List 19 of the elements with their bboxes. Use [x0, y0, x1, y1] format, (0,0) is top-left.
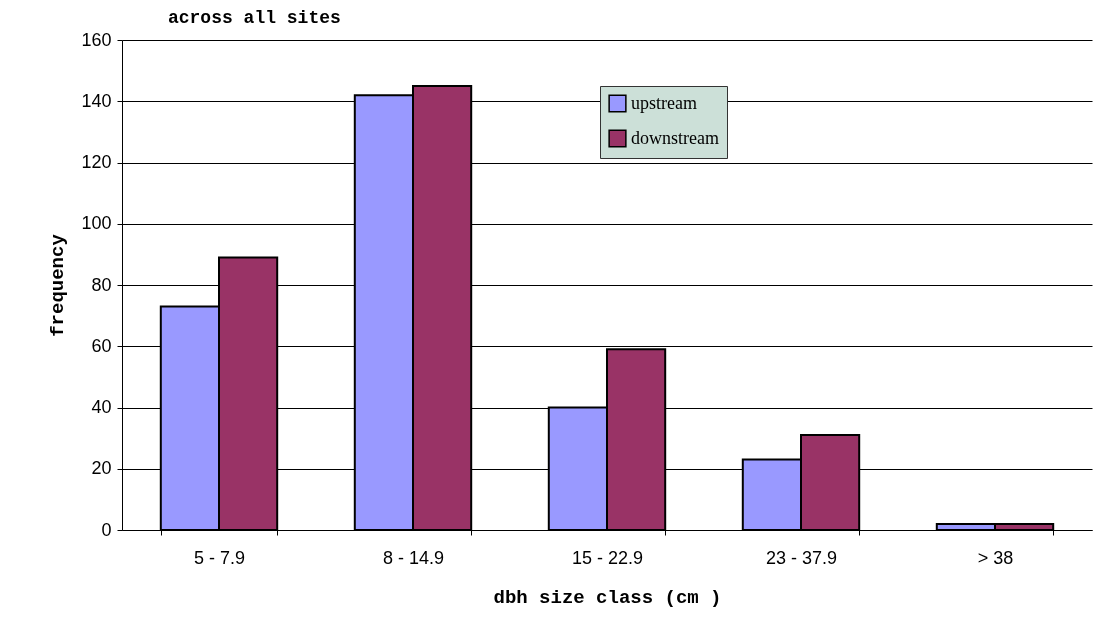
y-tick-label: 60	[91, 335, 112, 356]
y-tick-label: 140	[81, 90, 112, 111]
x-tick-label: 15 - 22.9	[571, 547, 644, 568]
chart-title: across all sites	[167, 8, 341, 28]
y-tick-label: 20	[91, 458, 112, 479]
y-axis-title: frequency	[47, 233, 70, 337]
y-tick-label: 120	[81, 152, 112, 172]
x-tick-label: 8 - 14.9	[382, 547, 445, 568]
y-tick-label: 0	[101, 519, 112, 540]
x-tick-label: > 38	[977, 547, 1014, 568]
y-tick-label: 40	[91, 397, 112, 417]
x-tick-label: 23 - 37.9	[765, 547, 838, 568]
legend-label: downstream	[631, 127, 719, 148]
y-tick-label: 100	[81, 213, 112, 234]
x-tick-label: 5 - 7.9	[193, 547, 246, 568]
y-tick-label: 160	[81, 29, 112, 50]
legend-label: upstream	[631, 92, 697, 113]
y-tick-label: 80	[91, 274, 112, 295]
x-axis-title: dbh size class (cm )	[493, 586, 722, 609]
